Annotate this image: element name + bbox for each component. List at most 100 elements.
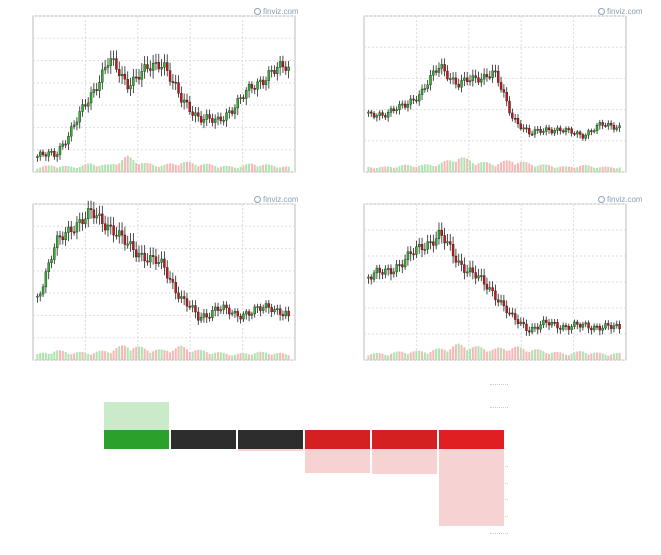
candle xyxy=(151,255,155,257)
volume-bar xyxy=(514,346,517,360)
volume-bar xyxy=(157,349,160,360)
currency-button-ltc[interactable] xyxy=(439,430,504,449)
candle xyxy=(205,114,208,120)
volume-bar xyxy=(500,162,503,172)
candle xyxy=(180,93,183,103)
currency-button-btc[interactable] xyxy=(104,430,169,449)
candle xyxy=(556,127,559,131)
candle xyxy=(505,305,508,314)
candle xyxy=(381,112,384,116)
candle xyxy=(233,107,237,114)
candle xyxy=(528,128,531,135)
candle xyxy=(55,154,59,157)
candle xyxy=(502,300,506,307)
volume-bar xyxy=(440,348,443,360)
candle xyxy=(550,322,554,326)
volume-bar xyxy=(217,352,220,360)
candle xyxy=(488,76,491,79)
volume-bar xyxy=(415,350,418,360)
volume-bar xyxy=(593,352,596,360)
volume-bar xyxy=(44,165,47,172)
source-label: finviz.com xyxy=(254,7,299,16)
currency-button-bch[interactable] xyxy=(238,430,303,449)
volume-bar xyxy=(121,345,124,360)
volume-bar xyxy=(401,165,404,172)
volume-bar xyxy=(250,354,253,360)
globe-icon xyxy=(598,196,605,203)
volume-bar xyxy=(214,166,217,172)
candle xyxy=(174,282,177,294)
candle xyxy=(284,66,287,71)
volume-bar xyxy=(454,161,457,172)
candle xyxy=(261,307,265,311)
candle xyxy=(185,298,189,307)
candle xyxy=(463,77,466,81)
candle xyxy=(398,264,401,266)
candle xyxy=(264,80,268,85)
candle xyxy=(516,319,520,324)
candle xyxy=(112,225,115,236)
volume-bar xyxy=(73,353,76,360)
candle xyxy=(64,143,67,146)
currency-button-eth[interactable] xyxy=(372,430,437,449)
candle xyxy=(115,234,118,237)
volume-bar xyxy=(256,352,259,360)
candle xyxy=(525,323,528,331)
volume-bar xyxy=(81,351,84,360)
candle xyxy=(378,267,381,273)
source-label: finviz.com xyxy=(254,195,299,204)
candle xyxy=(440,64,444,69)
candle xyxy=(92,209,96,219)
candle xyxy=(615,324,618,327)
volume-bar xyxy=(98,350,101,360)
volume-bar xyxy=(253,353,256,360)
volume-bar xyxy=(384,166,387,172)
candle xyxy=(446,241,449,244)
currency-button-usd[interactable] xyxy=(171,430,236,449)
volume-bar xyxy=(259,165,262,172)
volume-bar xyxy=(279,352,282,360)
candle xyxy=(423,88,427,90)
candle xyxy=(550,129,554,134)
volume-bar xyxy=(454,344,457,360)
candle xyxy=(446,70,449,80)
candle xyxy=(120,73,124,77)
candle xyxy=(513,313,517,320)
volume-bar xyxy=(432,350,435,360)
candle xyxy=(587,130,590,136)
candle xyxy=(185,99,189,103)
candle xyxy=(415,99,418,102)
volume-bar xyxy=(56,350,59,360)
volume-bar xyxy=(466,350,469,360)
candle xyxy=(245,311,248,315)
candle xyxy=(420,88,424,95)
candle xyxy=(264,303,268,308)
candle xyxy=(81,219,84,225)
candle xyxy=(463,264,466,273)
candle xyxy=(247,311,251,316)
candle xyxy=(598,326,602,331)
candle xyxy=(112,58,115,60)
volume-bar xyxy=(590,166,593,172)
volume-bar xyxy=(401,351,404,360)
volume-bar xyxy=(140,346,143,360)
volume-bar xyxy=(387,355,390,360)
volume-bar xyxy=(610,167,613,172)
candle xyxy=(494,290,497,300)
volume-bar xyxy=(70,166,73,172)
volume-bar xyxy=(154,350,157,360)
candle xyxy=(511,112,514,119)
candle xyxy=(468,80,472,83)
volume-bar xyxy=(480,162,483,172)
volume-bar xyxy=(262,164,265,172)
candle xyxy=(160,258,163,263)
candle xyxy=(70,226,73,233)
volume-bar xyxy=(67,353,70,360)
volume-bar xyxy=(225,353,228,360)
volume-bar xyxy=(418,350,421,360)
perf-grid-line xyxy=(490,533,508,535)
candle xyxy=(137,77,141,80)
currency-button-xrp[interactable] xyxy=(305,430,370,449)
volume-bar xyxy=(112,350,115,360)
volume-bar xyxy=(104,351,107,360)
